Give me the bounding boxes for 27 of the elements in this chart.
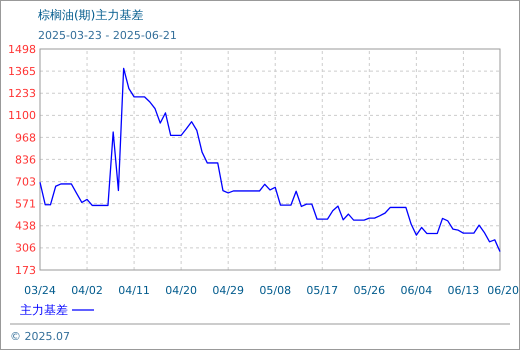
y-tick-label: 1365 [8,65,36,78]
y-tick-label: 438 [15,220,36,233]
x-tick-label: 05/17 [306,284,338,297]
x-tick-label: 03/24 [24,284,56,297]
x-tick-label: 05/08 [259,284,292,297]
x-tick-label: 04/11 [118,284,150,297]
y-tick-label: 836 [15,153,36,166]
x-tick-label: 04/20 [165,284,197,297]
chart-subtitle: 2025-03-23 - 2025-06-21 [38,29,177,42]
x-tick-label: 06/20 [487,284,519,297]
y-tick-label: 306 [15,242,36,255]
y-tick-label: 1100 [8,109,36,122]
x-tick-label: 04/29 [212,284,244,297]
line-series [39,68,501,252]
y-tick-label: 1498 [8,42,36,56]
x-tick-label: 06/13 [448,284,480,297]
legend-label: 主力基差 [20,303,68,317]
x-tick-label: 05/26 [353,284,386,297]
y-tick-label: 703 [15,175,36,188]
text: © 2025.07 [10,330,70,343]
y-tick-label: 968 [15,131,36,144]
y-tick-label: 571 [15,197,36,210]
x-tick-label: 04/02 [71,284,103,297]
chart-title: 棕榈油(期)主力基差 [38,8,144,22]
y-tick-label: 1233 [8,87,36,100]
y-tick-label: 173 [15,264,36,277]
x-tick-label: 06/04 [400,284,432,297]
